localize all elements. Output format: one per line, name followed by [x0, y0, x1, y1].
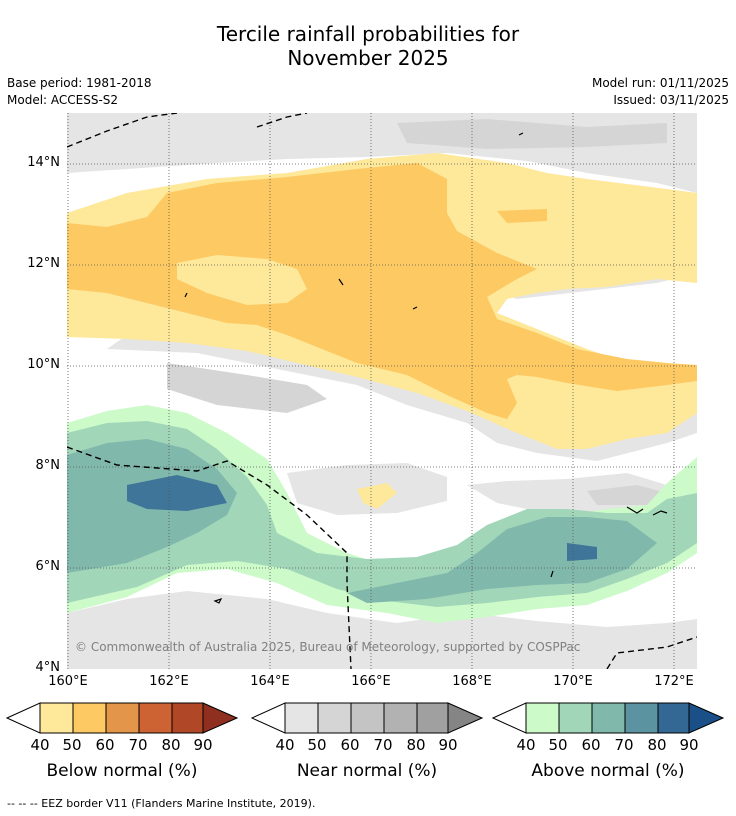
- cb-below-arrow-low: [6, 702, 41, 734]
- lon-label-162e: 162°E: [149, 674, 189, 689]
- islands: [184, 132, 668, 604]
- above-normal-70: [127, 475, 597, 561]
- chart-title-line1: Tercile rainfall probabilities for: [216, 22, 520, 46]
- below-normal-50: [67, 163, 697, 419]
- cb-near-tick: 70: [373, 736, 393, 754]
- copyright-notice: © Commonwealth of Australia 2025, Bureau…: [75, 640, 581, 654]
- colorbar-near-title: Near normal (%): [296, 761, 438, 781]
- below-normal-east-spot: [497, 209, 547, 223]
- cb-below-tick: 80: [161, 736, 181, 754]
- cb-above-80: [657, 702, 690, 734]
- lon-label-166e: 166°E: [351, 674, 391, 689]
- cb-above-arrow-low: [492, 702, 527, 734]
- colorbar-above: [492, 702, 724, 734]
- colorbar-below: [6, 702, 238, 734]
- lon-label-170e: 170°E: [553, 674, 593, 689]
- cb-below-60: [105, 702, 140, 734]
- lat-label-8n: 8°N: [35, 458, 61, 473]
- eez-footnote: -- -- -- EEZ border V11 (Flanders Marine…: [7, 797, 316, 810]
- cb-below-tick: 70: [128, 736, 148, 754]
- cb-above-tick: 50: [548, 736, 568, 754]
- cb-above-tick: 60: [581, 736, 601, 754]
- cb-above-50: [558, 702, 593, 734]
- lat-label-4n: 4°N: [35, 660, 61, 675]
- cb-below-80: [171, 702, 204, 734]
- lat-label-10n: 10°N: [27, 357, 60, 372]
- lon-label-160e: 160°E: [48, 674, 88, 689]
- cb-above-40: [525, 702, 560, 734]
- cb-near-50: [317, 702, 352, 734]
- cb-above-70: [624, 702, 659, 734]
- below-normal-hole: [177, 255, 307, 305]
- map-gridlines: [67, 113, 697, 669]
- cb-near-tick: 90: [438, 736, 458, 754]
- cb-below-tick: 40: [30, 736, 50, 754]
- near-normal-south: [67, 591, 697, 669]
- eez-borders: [67, 113, 697, 669]
- rainfall-map: [67, 113, 697, 669]
- cb-near-60: [350, 702, 385, 734]
- lon-label-172e: 172°E: [654, 674, 694, 689]
- cb-near-tick: 60: [340, 736, 360, 754]
- lon-label-168e: 168°E: [452, 674, 492, 689]
- colorbar-above-title: Above normal (%): [531, 761, 685, 781]
- cb-below-tick: 90: [193, 736, 213, 754]
- cb-below-40: [39, 702, 74, 734]
- cb-below-70: [138, 702, 173, 734]
- above-normal-60: [67, 439, 657, 603]
- colorbar-near: [251, 702, 483, 734]
- lat-label-6n: 6°N: [35, 559, 61, 574]
- lat-label-14n: 14°N: [27, 155, 60, 170]
- cb-above-tick: 90: [679, 736, 699, 754]
- issued-date: Issued: 03/11/2025: [613, 93, 729, 107]
- cb-near-arrow-low: [251, 702, 286, 734]
- cb-above-90: [688, 702, 724, 734]
- cb-near-40: [284, 702, 319, 734]
- lat-label-12n: 12°N: [27, 256, 60, 271]
- model-run: Model run: 01/11/2025: [591, 76, 729, 90]
- near-normal-darker-1: [167, 363, 327, 413]
- lon-label-164e: 164°E: [250, 674, 290, 689]
- chart-title-line2: November 2025: [287, 46, 449, 70]
- cb-near-tick: 80: [406, 736, 426, 754]
- cb-below-tick: 50: [62, 736, 82, 754]
- model-name: Model: ACCESS-S2: [7, 93, 119, 107]
- near-normal-darker-3: [587, 485, 667, 505]
- cb-near-tick: 40: [275, 736, 295, 754]
- colorbar-below-title: Below normal (%): [46, 761, 198, 781]
- cb-near-tick: 50: [307, 736, 327, 754]
- base-period: Base period: 1981-2018: [7, 76, 152, 90]
- cb-near-80: [416, 702, 449, 734]
- near-normal-darker-2: [397, 119, 667, 149]
- cb-below-50: [72, 702, 107, 734]
- cb-near-90: [447, 702, 483, 734]
- cb-above-tick: 40: [516, 736, 536, 754]
- below-normal-spot: [357, 483, 397, 509]
- cb-above-tick: 80: [647, 736, 667, 754]
- cb-near-70: [383, 702, 418, 734]
- cb-above-60: [591, 702, 626, 734]
- cb-below-tick: 60: [95, 736, 115, 754]
- cb-above-tick: 70: [614, 736, 634, 754]
- cb-below-90: [202, 702, 238, 734]
